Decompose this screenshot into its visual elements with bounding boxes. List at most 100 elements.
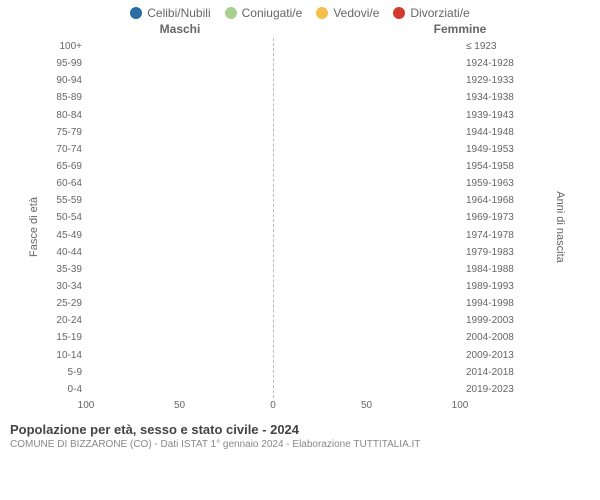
- age-label: 30-34: [48, 281, 86, 292]
- age-row: 95-99 1924-1928: [48, 55, 528, 72]
- male-side: [86, 160, 273, 174]
- legend-item: Divorziati/e: [393, 6, 469, 20]
- male-side: [86, 211, 273, 225]
- x-half-female: 50100: [273, 400, 460, 416]
- female-side: [273, 383, 460, 397]
- male-side: [86, 297, 273, 311]
- birth-label: 1929-1933: [460, 75, 528, 86]
- birth-label: ≤ 1923: [460, 41, 528, 52]
- female-side: [273, 177, 460, 191]
- header-male: Maschi: [0, 22, 320, 36]
- age-label: 80-84: [48, 110, 86, 121]
- female-side: [273, 143, 460, 157]
- legend-label: Divorziati/e: [410, 6, 469, 20]
- birth-label: 1939-1943: [460, 110, 528, 121]
- birth-label: 1984-1988: [460, 264, 528, 275]
- age-row: 30-34 1989-1993: [48, 278, 528, 295]
- age-label: 40-44: [48, 247, 86, 258]
- female-side: [273, 263, 460, 277]
- birth-label: 2009-2013: [460, 350, 528, 361]
- age-label: 95-99: [48, 58, 86, 69]
- y-left-title: Fasce di età: [28, 197, 40, 257]
- age-row: 65-691954-1958: [48, 158, 528, 175]
- female-side: [273, 74, 460, 88]
- age-row: 80-84 1939-1943: [48, 107, 528, 124]
- female-side: [273, 108, 460, 122]
- rows-container: 100+ ≤ 1923 95-99 1924-1928 90-941929-193385…: [48, 38, 528, 398]
- age-row: 55-59 1964-1968: [48, 192, 528, 209]
- male-side: [86, 314, 273, 328]
- legend-item: Celibi/Nubili: [130, 6, 210, 20]
- pyramid-chart: Fasce di età Anni di nascita 100+≤ 19239…: [0, 38, 600, 416]
- birth-label: 1944-1948: [460, 127, 528, 138]
- age-row: 0-42019-2023: [48, 381, 528, 398]
- male-side: [86, 194, 273, 208]
- legend-item: Coniugati/e: [225, 6, 303, 20]
- age-label: 10-14: [48, 350, 86, 361]
- x-tick: 100: [78, 400, 95, 411]
- birth-label: 2004-2008: [460, 332, 528, 343]
- legend-swatch: [393, 7, 405, 19]
- x-tick: 100: [452, 400, 469, 411]
- birth-label: 1979-1983: [460, 247, 528, 258]
- birth-label: 1989-1993: [460, 281, 528, 292]
- age-row: 25-29 1994-1998: [48, 295, 528, 312]
- male-side: [86, 348, 273, 362]
- male-side: [86, 108, 273, 122]
- footer: Popolazione per età, sesso e stato civil…: [0, 416, 600, 450]
- male-side: [86, 143, 273, 157]
- legend: Celibi/NubiliConiugati/eVedovi/eDivorzia…: [0, 0, 600, 22]
- legend-label: Coniugati/e: [242, 6, 303, 20]
- age-label: 55-59: [48, 195, 86, 206]
- female-side: [273, 228, 460, 242]
- age-label: 25-29: [48, 298, 86, 309]
- female-side: [273, 125, 460, 139]
- age-label: 65-69: [48, 161, 86, 172]
- female-side: [273, 194, 460, 208]
- male-side: [86, 57, 273, 71]
- age-row: 35-39 1984-1988: [48, 261, 528, 278]
- age-label: 50-54: [48, 212, 86, 223]
- age-label: 70-74: [48, 144, 86, 155]
- male-side: [86, 365, 273, 379]
- age-label: 100+: [48, 41, 86, 52]
- birth-label: 1994-1998: [460, 298, 528, 309]
- male-side: [86, 177, 273, 191]
- age-row: 90-941929-1933: [48, 72, 528, 89]
- age-label: 45-49: [48, 230, 86, 241]
- female-side: [273, 57, 460, 71]
- birth-label: 1959-1963: [460, 178, 528, 189]
- chart-subtitle: COMUNE DI BIZZARONE (CO) - Dati ISTAT 1°…: [10, 439, 590, 450]
- female-side: [273, 40, 460, 54]
- female-side: [273, 314, 460, 328]
- legend-swatch: [130, 7, 142, 19]
- age-row: 50-54 1969-1973: [48, 209, 528, 226]
- age-label: 0-4: [48, 384, 86, 395]
- age-row: 5-92014-2018: [48, 364, 528, 381]
- legend-swatch: [316, 7, 328, 19]
- age-row: 70-741949-1953: [48, 141, 528, 158]
- female-side: [273, 280, 460, 294]
- birth-label: 1924-1928: [460, 58, 528, 69]
- legend-swatch: [225, 7, 237, 19]
- chart-title: Popolazione per età, sesso e stato civil…: [10, 422, 590, 437]
- male-side: [86, 263, 273, 277]
- gender-headers: Maschi Femmine: [0, 22, 600, 36]
- male-side: [86, 245, 273, 259]
- male-side: [86, 74, 273, 88]
- age-label: 15-19: [48, 332, 86, 343]
- x-axis: 100500 50100: [86, 400, 460, 416]
- age-row: 85-891934-1938: [48, 89, 528, 106]
- age-row: 10-14 2009-2013: [48, 347, 528, 364]
- male-side: [86, 383, 273, 397]
- birth-label: 1969-1973: [460, 212, 528, 223]
- age-label: 20-24: [48, 315, 86, 326]
- age-label: 35-39: [48, 264, 86, 275]
- age-row: 20-241999-2003: [48, 312, 528, 329]
- birth-label: 1964-1968: [460, 195, 528, 206]
- age-row: 45-491974-1978: [48, 227, 528, 244]
- female-side: [273, 331, 460, 345]
- male-side: [86, 91, 273, 105]
- female-side: [273, 91, 460, 105]
- age-label: 75-79: [48, 127, 86, 138]
